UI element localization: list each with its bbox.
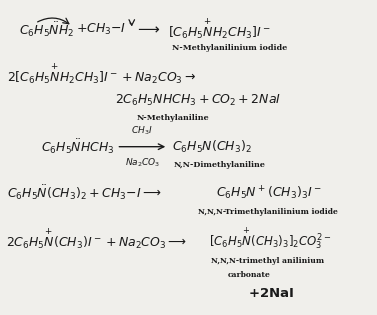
Text: $[C_6H_5\overset{+}{N}(CH_3)_3]_2CO_3^{2-}$: $[C_6H_5\overset{+}{N}(CH_3)_3]_2CO_3^{2… bbox=[209, 227, 331, 252]
Text: N-Methylaniline: N-Methylaniline bbox=[137, 114, 209, 122]
Text: $Na_2CO_3$: $Na_2CO_3$ bbox=[125, 157, 160, 169]
Text: $2C_6H_5NHCH_3 + CO_2 + 2NaI$: $2C_6H_5NHCH_3 + CO_2 + 2NaI$ bbox=[115, 93, 281, 108]
Text: N-Methylanilinium iodide: N-Methylanilinium iodide bbox=[172, 44, 287, 52]
Text: $\longrightarrow$: $\longrightarrow$ bbox=[135, 22, 161, 37]
Text: $2C_6H_5\overset{+}{N}(CH_3)I^- + Na_2CO_3 \longrightarrow$: $2C_6H_5\overset{+}{N}(CH_3)I^- + Na_2CO… bbox=[6, 227, 187, 251]
Text: carbonate: carbonate bbox=[227, 272, 270, 279]
Text: $+ CH_3{-}I$: $+ CH_3{-}I$ bbox=[76, 22, 126, 37]
Text: $[C_6H_5\overset{+}{N}H_2CH_3]I^-$: $[C_6H_5\overset{+}{N}H_2CH_3]I^-$ bbox=[168, 17, 271, 41]
Text: N,N,N-trimethyl anilinium: N,N,N-trimethyl anilinium bbox=[211, 257, 324, 265]
Text: $2[C_6H_5\overset{+}{N}H_2CH_3]I^- + Na_2CO_3 \rightarrow$: $2[C_6H_5\overset{+}{N}H_2CH_3]I^- + Na_… bbox=[8, 62, 196, 86]
Text: $\mathbf{+ 2NaI}$: $\mathbf{+ 2NaI}$ bbox=[248, 288, 294, 301]
Text: $C_6H_5N(CH_3)_2$: $C_6H_5N(CH_3)_2$ bbox=[172, 139, 252, 155]
Text: $C_6H_5N^+(CH_3)_3I^-$: $C_6H_5N^+(CH_3)_3I^-$ bbox=[216, 184, 322, 202]
Text: $C_6H_5\ddot{N}(CH_3)_2 + CH_3{-}I \longrightarrow$: $C_6H_5\ddot{N}(CH_3)_2 + CH_3{-}I \long… bbox=[8, 184, 162, 202]
Text: N,N-Dimethylaniline: N,N-Dimethylaniline bbox=[174, 161, 266, 169]
Text: $CH_3I$: $CH_3I$ bbox=[132, 124, 153, 136]
Text: $C_6H_5\ddot{N}HCH_3$: $C_6H_5\ddot{N}HCH_3$ bbox=[41, 137, 115, 156]
Text: $C_6H_5\ddot{N}H_2$: $C_6H_5\ddot{N}H_2$ bbox=[18, 20, 74, 39]
Text: N,N,N-Trimethylanilinium iodide: N,N,N-Trimethylanilinium iodide bbox=[198, 208, 338, 215]
